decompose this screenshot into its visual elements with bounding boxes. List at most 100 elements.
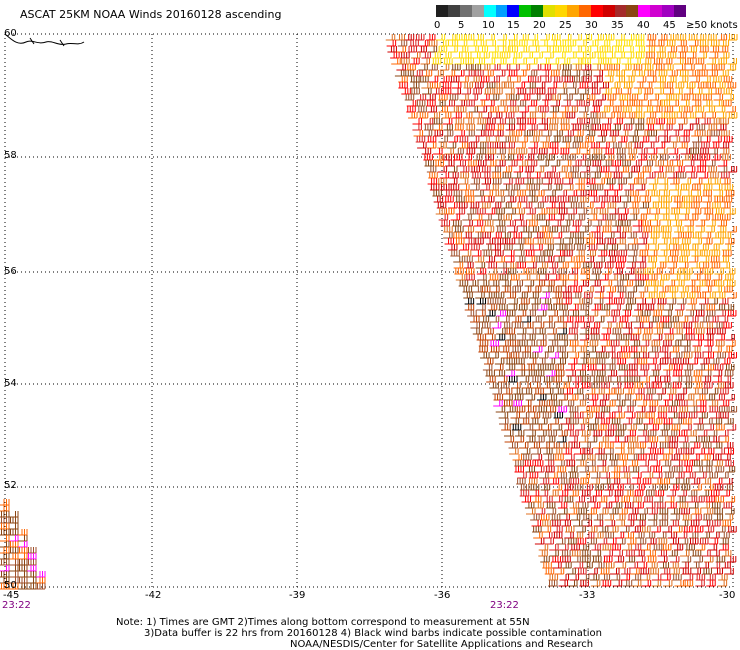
wind-barb xyxy=(548,118,559,125)
wind-barb xyxy=(575,256,585,263)
wind-barb xyxy=(569,382,579,389)
wind-barb xyxy=(712,184,723,191)
wind-barb xyxy=(533,400,543,407)
wind-barb xyxy=(476,118,487,125)
wind-barb xyxy=(612,184,623,191)
wind-barb xyxy=(580,148,591,155)
wind-barb xyxy=(451,88,462,95)
wind-barb xyxy=(534,238,544,245)
wind-barb xyxy=(651,478,662,485)
wind-barb xyxy=(452,190,463,197)
wind-barb xyxy=(464,226,475,233)
wind-barb xyxy=(469,136,480,143)
wind-barb xyxy=(663,394,673,401)
wind-barb xyxy=(624,292,634,299)
wind-barb xyxy=(646,550,656,557)
wind-barb xyxy=(396,46,407,53)
wind-barb xyxy=(622,142,632,149)
wind-barb xyxy=(652,394,663,401)
wind-barb xyxy=(639,352,650,359)
wind-barb xyxy=(511,346,522,353)
wind-barb xyxy=(690,262,701,269)
wind-barb xyxy=(471,172,481,179)
wind-barb xyxy=(725,466,736,473)
wind-barb xyxy=(601,118,612,125)
wind-barb xyxy=(528,196,538,203)
wind-barb xyxy=(654,160,664,167)
wind-barb xyxy=(552,484,563,491)
wind-barb xyxy=(678,256,688,263)
wind-barb xyxy=(491,202,502,209)
wind-barb xyxy=(538,196,549,203)
wind-barb xyxy=(635,112,645,119)
wind-barb xyxy=(590,196,600,203)
wind-barb xyxy=(455,196,465,203)
wind-barb xyxy=(626,256,637,263)
wind-barb xyxy=(509,418,520,425)
wind-barb xyxy=(516,262,526,269)
wind-barb xyxy=(684,394,695,401)
wind-barb xyxy=(589,328,600,335)
wind-barb xyxy=(588,340,599,347)
wind-barb xyxy=(505,358,516,365)
wind-barb xyxy=(416,94,427,101)
wind-barb xyxy=(647,442,658,449)
wind-barb xyxy=(507,70,518,77)
wind-barb xyxy=(652,466,662,473)
wind-barb xyxy=(0,553,10,560)
wind-barb xyxy=(618,94,629,101)
wind-barb xyxy=(727,166,738,173)
wind-barb xyxy=(719,436,729,443)
wind-barb xyxy=(683,124,694,131)
wind-barb xyxy=(415,136,426,143)
wind-barb xyxy=(702,286,712,293)
wind-barb xyxy=(646,70,657,77)
wind-barb xyxy=(679,214,689,221)
wind-barb xyxy=(540,136,550,143)
wind-barb xyxy=(517,196,528,203)
wind-barb xyxy=(723,478,733,485)
wind-barb xyxy=(633,82,644,89)
wind-barb xyxy=(415,100,426,107)
wind-barb xyxy=(503,400,513,407)
wind-barb xyxy=(508,340,519,347)
wind-barb xyxy=(712,346,722,353)
wind-barb xyxy=(679,562,689,569)
wind-barb xyxy=(491,172,502,179)
wind-barb xyxy=(667,532,678,539)
wind-barb xyxy=(702,568,712,575)
wind-barb xyxy=(537,430,547,437)
wind-barb xyxy=(582,220,592,227)
wind-barb xyxy=(480,184,490,191)
wind-barb xyxy=(616,256,627,263)
wind-barb xyxy=(569,490,579,497)
wind-barb xyxy=(649,136,660,143)
wind-barb xyxy=(689,436,700,443)
wind-barb xyxy=(579,466,589,473)
wind-barb xyxy=(704,424,715,431)
wind-barb xyxy=(613,268,623,275)
wind-barb xyxy=(677,412,688,419)
wind-barb xyxy=(561,286,572,293)
wind-barb xyxy=(616,538,626,545)
wind-barb xyxy=(448,136,458,143)
wind-barb xyxy=(465,70,475,77)
wind-barb xyxy=(719,430,729,437)
wind-barb xyxy=(658,238,668,245)
wind-barb xyxy=(563,316,574,323)
wind-barb xyxy=(568,472,579,479)
wind-barb xyxy=(569,574,580,581)
wind-barb xyxy=(552,232,563,239)
wind-barb xyxy=(515,238,525,245)
colorbar-swatch xyxy=(436,5,449,17)
wind-barb xyxy=(521,496,532,503)
wind-barb xyxy=(616,154,626,161)
wind-barb xyxy=(579,394,589,401)
wind-barb xyxy=(692,178,703,185)
wind-barb xyxy=(647,520,658,527)
wind-barb xyxy=(583,448,593,455)
wind-barb xyxy=(500,316,510,323)
wind-barb xyxy=(516,88,527,95)
wind-barb xyxy=(606,94,617,101)
wind-barb xyxy=(674,82,685,89)
